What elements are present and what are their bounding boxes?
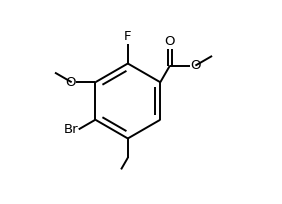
- Text: O: O: [191, 59, 201, 72]
- Text: O: O: [65, 76, 76, 89]
- Text: O: O: [165, 35, 175, 48]
- Text: F: F: [124, 30, 132, 43]
- Text: Br: Br: [63, 123, 78, 136]
